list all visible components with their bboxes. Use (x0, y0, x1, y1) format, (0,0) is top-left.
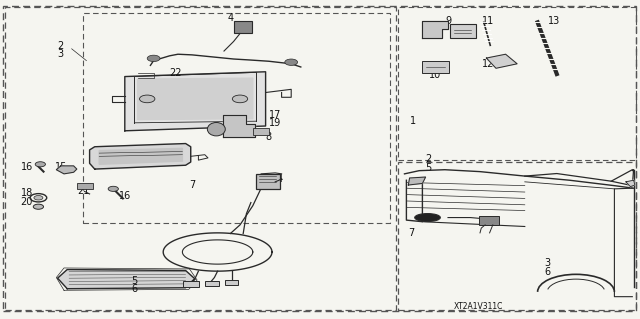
Text: 21: 21 (77, 186, 90, 197)
Bar (5, 7, 396, 310)
Circle shape (35, 162, 45, 167)
Bar (83, 13, 390, 223)
Text: 10: 10 (429, 70, 442, 80)
Circle shape (33, 204, 44, 209)
Text: 13: 13 (547, 16, 560, 26)
Text: 12: 12 (481, 59, 494, 69)
Bar (205, 281, 219, 286)
Text: 5: 5 (131, 276, 138, 286)
Circle shape (140, 95, 155, 103)
Text: 22: 22 (170, 68, 182, 78)
Circle shape (147, 55, 160, 62)
Polygon shape (422, 21, 448, 38)
Circle shape (34, 196, 43, 200)
Text: 3: 3 (544, 258, 550, 268)
Polygon shape (486, 54, 517, 68)
Text: 15: 15 (54, 162, 67, 173)
Polygon shape (90, 144, 191, 169)
Bar (225, 280, 238, 285)
Polygon shape (223, 115, 255, 137)
Bar (183, 281, 199, 287)
Circle shape (232, 95, 248, 103)
Text: 2: 2 (58, 41, 64, 51)
Text: 16: 16 (20, 162, 33, 173)
Text: 6: 6 (544, 267, 550, 277)
Ellipse shape (415, 214, 440, 221)
Circle shape (285, 59, 298, 65)
Text: 8: 8 (266, 132, 272, 142)
Text: 9: 9 (445, 16, 451, 26)
Text: 19: 19 (269, 118, 282, 128)
Text: 7: 7 (408, 228, 415, 238)
Circle shape (108, 186, 118, 191)
Text: 6: 6 (131, 284, 138, 294)
Text: 4: 4 (227, 12, 234, 23)
Text: 7: 7 (189, 180, 195, 190)
Text: 3: 3 (58, 49, 64, 59)
Polygon shape (58, 270, 195, 289)
Ellipse shape (207, 122, 225, 136)
Polygon shape (99, 148, 182, 164)
Bar (256, 174, 280, 189)
Polygon shape (56, 166, 77, 174)
Text: 11: 11 (481, 16, 494, 26)
Bar (398, 7, 636, 160)
Text: 5: 5 (426, 163, 432, 174)
Polygon shape (408, 177, 426, 185)
Text: 14: 14 (272, 174, 285, 184)
Polygon shape (125, 72, 266, 131)
Bar (450, 24, 476, 38)
Bar (398, 162, 636, 310)
Bar (77, 183, 93, 189)
Polygon shape (626, 180, 635, 187)
Bar (479, 216, 499, 225)
Text: 17: 17 (269, 110, 282, 120)
Text: XT2A1V311C: XT2A1V311C (454, 302, 504, 311)
Text: 16: 16 (118, 191, 131, 201)
Text: 20: 20 (20, 197, 33, 207)
Text: 1: 1 (410, 116, 416, 126)
Bar (253, 128, 269, 135)
Text: 2: 2 (426, 154, 432, 165)
Text: 18: 18 (20, 188, 33, 198)
Bar (422, 61, 449, 73)
Bar (234, 21, 252, 33)
Polygon shape (138, 78, 253, 120)
